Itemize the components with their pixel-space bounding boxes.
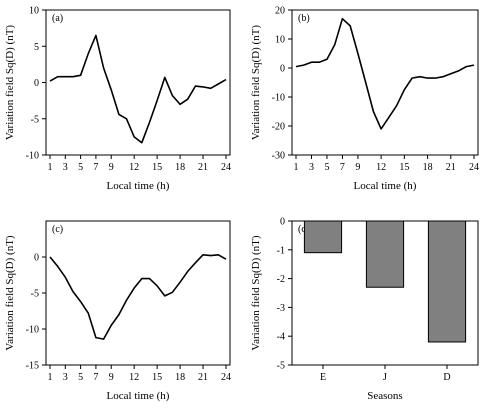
panel-4-y-tick-label: -4 <box>277 332 285 343</box>
panel-1-y-tick-label: -5 <box>31 114 39 125</box>
panel-1-x-axis-label: Local time (h) <box>107 180 170 192</box>
panel-4-bar-D <box>427 220 467 343</box>
panel-3-y-tick-label: -5 <box>31 289 39 300</box>
panel-3-x-tick-label: 3 <box>63 372 68 383</box>
panel-4-y-tick-label: -1 <box>277 245 285 256</box>
panel-3-y-tick-label: 0 <box>34 253 39 264</box>
panel-4-bar-E <box>303 220 343 254</box>
panel-4-x-tick-label: J <box>383 372 387 383</box>
panel-4-y-axis-label: Variation field Sq(D) (nT) <box>250 235 262 350</box>
panel-2-x-tick-label: 3 <box>309 162 314 173</box>
panel-1-x-tick-label: 21 <box>198 162 208 173</box>
panel-3-x-tick-label: 9 <box>109 372 114 383</box>
panel-3-label: (c) <box>52 224 63 235</box>
panel-2-y-tick-label: 10 <box>275 35 285 46</box>
panel-2-x-tick-label: 21 <box>446 162 456 173</box>
panel-1-x-tick-label: 18 <box>175 162 185 173</box>
panel-4-y-tick-label: 0 <box>280 217 285 228</box>
panel-4-x-axis-label: Seasons <box>367 390 402 402</box>
panel-3-x-tick-label: 21 <box>198 372 208 383</box>
panel-1-y-axis-label: Variation field Sq(D) (nT) <box>4 25 16 140</box>
panel-1-x-tick-label: 24 <box>221 162 231 173</box>
panel-2-x-tick-label: 5 <box>324 162 329 173</box>
panel-3-y-tick-label: -10 <box>26 325 39 336</box>
panel-3-x-tick-label: 24 <box>221 372 231 383</box>
panel-4-label: (d) <box>298 224 310 235</box>
panel-4-x-tick-label: D <box>443 372 450 383</box>
panel-4-y-tick-label: -5 <box>277 361 285 372</box>
panel-1-x-tick-label: 3 <box>63 162 68 173</box>
panel-4-x-tick-label: E <box>320 372 326 383</box>
panel-3-x-tick-label: 5 <box>78 372 83 383</box>
panel-2-y-tick-label: -10 <box>272 93 285 104</box>
panel-2-y-axis-label: Variation field Sq(D) (nT) <box>250 25 262 140</box>
panel-1-y-tick-label: 0 <box>34 78 39 89</box>
panel-1-x-tick-label: 1 <box>48 162 53 173</box>
panel-2-y-tick-label: -20 <box>272 122 285 133</box>
panel-3-x-tick-label: 18 <box>175 372 185 383</box>
panel-1-y-tick-label: 5 <box>34 42 39 53</box>
panel-2-x-axis-label: Local time (h) <box>354 180 417 192</box>
panel-3-y-axis-label: Variation field Sq(D) (nT) <box>4 235 16 350</box>
panel-2-x-tick-label: 12 <box>376 162 386 173</box>
panel-1-x-tick-label: 7 <box>93 162 98 173</box>
panel-2-frame <box>291 9 479 156</box>
panel-2-label: (b) <box>298 13 310 24</box>
panel-2-x-tick-label: 24 <box>469 162 479 173</box>
panel-2-y-tick-label: 20 <box>275 6 285 17</box>
panel-1-x-tick-label: 9 <box>109 162 114 173</box>
panel-2-x-tick-label: 18 <box>423 162 433 173</box>
panel-1-x-tick-label: 12 <box>129 162 139 173</box>
panel-3-x-tick-label: 12 <box>129 372 139 383</box>
panel-2-x-tick-label: 15 <box>399 162 409 173</box>
panel-3-y-tick-label: -15 <box>26 361 39 372</box>
panel-1-x-tick-label: 5 <box>78 162 83 173</box>
panel-1-y-tick-label: -10 <box>26 151 39 162</box>
panel-4-y-tick-label: -2 <box>277 274 285 285</box>
panel-4-bar-J <box>365 220 405 288</box>
panel-1-x-tick-label: 15 <box>152 162 162 173</box>
panel-3-x-axis-label: Local time (h) <box>107 390 170 402</box>
panel-3-x-tick-label: 1 <box>48 372 53 383</box>
panel-1-label: (a) <box>52 13 63 24</box>
panel-4-y-tick-label: -3 <box>277 303 285 314</box>
panel-2-x-tick-label: 9 <box>355 162 360 173</box>
panel-2-y-tick-label: -30 <box>272 151 285 162</box>
panel-3-x-tick-label: 7 <box>93 372 98 383</box>
panel-1-frame <box>45 9 231 156</box>
panel-2-y-tick-label: 0 <box>280 64 285 75</box>
panel-2-x-tick-label: 7 <box>340 162 345 173</box>
panel-1-y-tick-label: 10 <box>29 6 39 17</box>
panel-3-series-line <box>49 254 227 340</box>
panel-2-series-line <box>295 17 475 130</box>
panel-3-x-tick-label: 15 <box>152 372 162 383</box>
panel-2-x-tick-label: 1 <box>294 162 299 173</box>
panel-1-series-line <box>49 34 227 144</box>
